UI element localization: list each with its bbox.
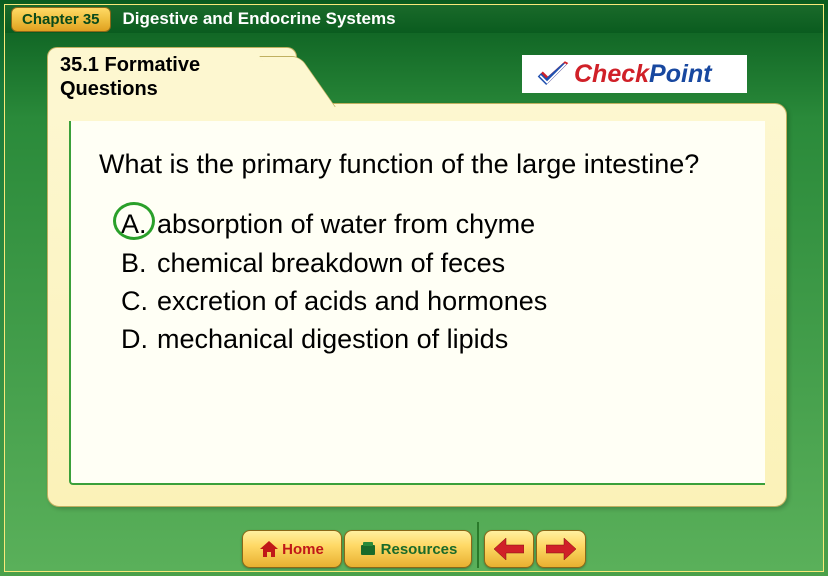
- folder-tab: 35.1 Formative Questions: [47, 47, 297, 105]
- answer-d-text: mechanical digestion of lipids: [157, 321, 508, 357]
- checkpoint-icon: [536, 59, 570, 89]
- answer-d[interactable]: D. mechanical digestion of lipids: [121, 321, 737, 357]
- slide-outer: Chapter 35 Digestive and Endocrine Syste…: [0, 0, 828, 576]
- checkpoint-badge: CheckPoint: [522, 55, 747, 93]
- section-title: 35.1 Formative Questions: [60, 53, 284, 101]
- answer-a-text: absorption of water from chyme: [157, 206, 535, 242]
- answer-d-letter: D.: [121, 321, 157, 357]
- answer-b[interactable]: B. chemical breakdown of feces: [121, 245, 737, 281]
- answer-b-text: chemical breakdown of feces: [157, 245, 505, 281]
- nav-bar: Home Resources: [5, 523, 823, 571]
- home-label: Home: [282, 541, 324, 558]
- correct-circle-icon: [113, 202, 155, 240]
- home-button[interactable]: Home: [242, 530, 342, 568]
- chapter-title: Digestive and Endocrine Systems: [123, 9, 396, 29]
- resources-icon: [359, 541, 377, 557]
- arrow-right-icon: [546, 537, 576, 561]
- checkpoint-text-1: Check: [574, 60, 649, 88]
- question-text: What is the primary function of the larg…: [99, 147, 737, 182]
- answer-c-letter: C.: [121, 283, 157, 319]
- nav-divider: [477, 522, 479, 568]
- home-icon: [260, 541, 278, 557]
- next-button[interactable]: [536, 530, 586, 568]
- resources-label: Resources: [381, 541, 458, 558]
- answer-c[interactable]: C. excretion of acids and hormones: [121, 283, 737, 319]
- slide-inner: Chapter 35 Digestive and Endocrine Syste…: [4, 4, 824, 572]
- answer-a[interactable]: A. absorption of water from chyme: [121, 206, 737, 242]
- header-bar: Chapter 35 Digestive and Endocrine Syste…: [5, 5, 823, 33]
- chapter-badge: Chapter 35: [11, 7, 111, 32]
- answer-list: A. absorption of water from chyme B. che…: [121, 206, 737, 358]
- content-card: What is the primary function of the larg…: [69, 121, 765, 485]
- checkpoint-text: CheckPoint: [574, 60, 712, 89]
- answer-b-letter: B.: [121, 245, 157, 281]
- tab-connector: [48, 102, 296, 106]
- checkpoint-text-2: Point: [649, 60, 712, 88]
- prev-button[interactable]: [484, 530, 534, 568]
- answer-a-letter: A.: [121, 206, 157, 242]
- folder: 35.1 Formative Questions CheckPoint What: [47, 47, 787, 507]
- arrow-left-icon: [494, 537, 524, 561]
- resources-button[interactable]: Resources: [344, 530, 472, 568]
- answer-c-text: excretion of acids and hormones: [157, 283, 547, 319]
